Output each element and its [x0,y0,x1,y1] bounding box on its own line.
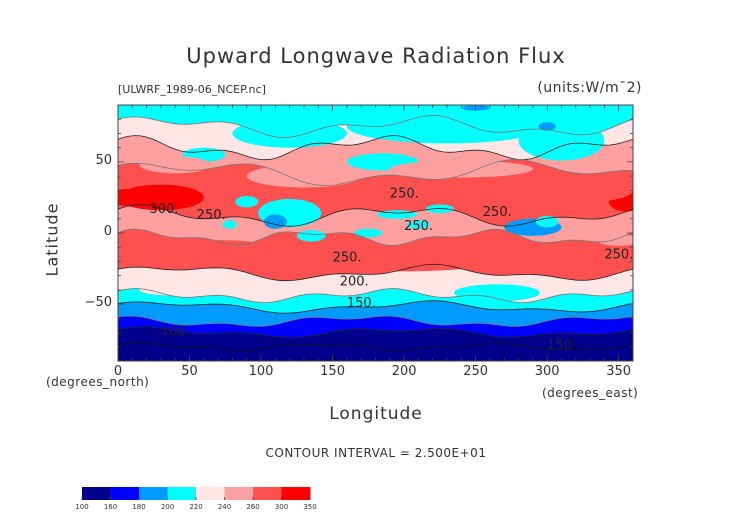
x-tick-label: 250 [463,364,489,379]
colorbar-swatch [281,487,311,500]
band-cyan-south [118,288,633,314]
colorbar-swatch [167,487,197,500]
file-label: [ULWRF_1989-06_NCEP.nc] [118,83,266,96]
band-darkblue-south [118,326,633,361]
x-tick-label: 350 [606,364,632,379]
contour-region [303,245,505,272]
contour-line [118,204,633,227]
contour-region [454,284,541,302]
contour-line [118,342,633,352]
y-units-label: (degrees_north) [46,375,150,389]
x-tick-label: 0 [113,364,123,379]
contour-region [246,164,362,188]
contour-line [118,263,633,282]
colorbar-tick-label: 100 [75,503,89,511]
contour-region [118,184,204,211]
contour-line [118,288,633,304]
colorbar-swatch [253,487,282,500]
contour-region [296,230,326,242]
band-lightblue-south [118,300,633,327]
colorbar-swatch [196,487,225,500]
contour-label: 100 [161,324,186,339]
colorbar-tick-label: 300 [274,503,289,511]
contour-region [146,240,290,269]
band-pink-equator [118,204,633,246]
y-tick-label: 0 [103,224,112,239]
colorbar-tick-label: 220 [189,503,203,511]
x-tick-label: 50 [181,364,198,379]
contour-region [222,220,237,229]
x-axis-label: Longitude [329,404,423,424]
colorbar-swatch [139,487,168,500]
colorbar-swatch [110,487,140,500]
contour-region [263,214,287,229]
contour-region [406,220,430,229]
colorbar-tick-label: 180 [132,503,146,511]
x-units-label: (degrees_east) [542,386,639,400]
contour-region [232,119,347,148]
contour-label: 250. [197,208,226,223]
colorbar-tick-label: 350 [303,503,317,511]
y-axis-label: Latitude [42,202,62,277]
contour-line [118,114,633,139]
x-tick-label: 100 [248,364,274,379]
contour-region [139,156,211,174]
contour-label: 150 [547,339,572,354]
contour-region [389,160,533,178]
contour-line [118,300,633,314]
contour-region [597,234,633,246]
contour-line [118,228,633,246]
contour-region [346,109,548,144]
colorbar-swatch [82,487,111,500]
contour-label: 250. [333,250,362,265]
contour-interval-label: CONTOUR INTERVAL = 2.500E+01 [265,446,487,460]
colorbar-tick-label: 200 [160,503,175,511]
contour-region [368,178,498,202]
contour-region [535,215,559,228]
x-tick-label: 150 [320,364,345,379]
contour-line [118,326,633,339]
contour-label: 200. [340,275,369,290]
contour-region [354,228,383,238]
contour-line [118,159,633,187]
y-tick-label: −50 [84,295,112,311]
y-tick-label: 50 [95,152,112,168]
colorbar-swatch [224,487,254,500]
contour-label: 250. [390,186,419,201]
chart-title: Upward Longwave Radiation Flux [186,44,566,68]
contour-label: 250. [404,219,433,234]
contour-region [139,284,211,296]
contour-region [547,178,633,202]
x-tick-label: 200 [391,364,417,379]
contour-label: 250. [604,248,633,263]
contour-region [235,196,259,208]
colorbar-tick-label: 240 [217,503,232,511]
band-blue-south [118,316,633,338]
colorbar-tick-label: 160 [103,503,118,511]
contour-region [376,210,417,219]
contour-region [118,188,137,206]
contour-label: 150. [347,296,376,311]
contour-label: 250. [483,205,512,220]
contour-region [518,120,605,161]
contour-line [118,315,633,327]
contour-label: 300. [149,202,178,217]
x-tick-label: 300 [534,364,560,379]
contour-fill-layer [118,105,633,361]
colorbar-tick-label: 260 [246,503,260,511]
contour-region [538,122,556,131]
contour-line [118,135,633,161]
units-label: (units:W/m¯2) [537,80,642,96]
